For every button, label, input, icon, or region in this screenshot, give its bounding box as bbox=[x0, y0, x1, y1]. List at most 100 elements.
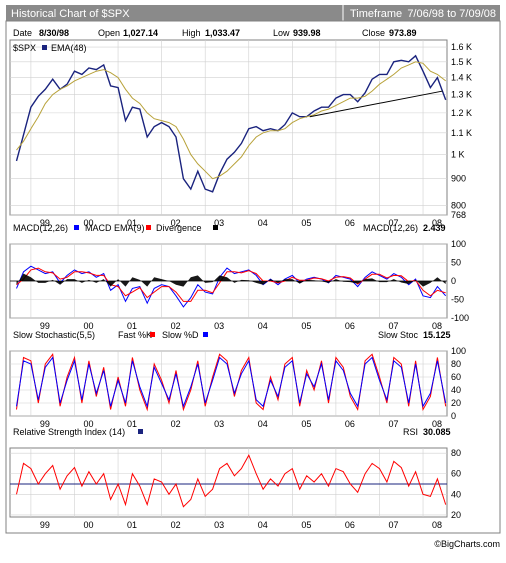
x-tick-label: 04 bbox=[258, 321, 268, 331]
panel-frame-4 bbox=[9, 447, 448, 518]
x-tick-label: 99 bbox=[40, 419, 50, 429]
y-tick-label: 0 bbox=[451, 411, 456, 421]
panel-frame-1 bbox=[9, 39, 448, 216]
x-tick-label: 08 bbox=[432, 321, 442, 331]
legend-rsi: Relative Strength Index (14) bbox=[13, 427, 125, 437]
x-tick-label: 08 bbox=[432, 218, 442, 228]
x-tick-label: 07 bbox=[388, 218, 398, 228]
x-tick-label: 01 bbox=[127, 419, 137, 429]
x-tick-label: 01 bbox=[127, 321, 137, 331]
x-tick-label: 06 bbox=[345, 520, 355, 530]
legend-spx: $SPX bbox=[13, 43, 36, 53]
price-trendline bbox=[309, 90, 443, 118]
y-tick-label: 1.3 K bbox=[451, 90, 472, 100]
legend-macd-ema: MACD EMA(9) bbox=[85, 223, 145, 233]
legend-swatch-macd bbox=[74, 225, 79, 230]
readout-label: RSI bbox=[403, 427, 418, 437]
readout-value: 30.085 bbox=[423, 427, 451, 437]
low-value: 939.98 bbox=[293, 28, 321, 38]
y-tick-label: 50 bbox=[451, 258, 461, 268]
x-tick-label: 03 bbox=[214, 419, 224, 429]
legend-swatch-macd-ema bbox=[146, 225, 151, 230]
x-tick-label: 05 bbox=[301, 321, 311, 331]
y-tick-label: 1.6 K bbox=[451, 42, 472, 52]
x-tick-label: 99 bbox=[40, 520, 50, 530]
y-tick-label: 768 bbox=[451, 210, 466, 220]
x-tick-label: 02 bbox=[171, 520, 181, 530]
x-tick-label: 02 bbox=[171, 419, 181, 429]
y-tick-label: 80 bbox=[451, 359, 461, 369]
x-tick-label: 01 bbox=[127, 520, 137, 530]
x-tick-label: 06 bbox=[345, 218, 355, 228]
x-tick-label: 08 bbox=[432, 520, 442, 530]
x-tick-label: 00 bbox=[83, 520, 93, 530]
close-value: 973.89 bbox=[389, 28, 417, 38]
x-tick-label: 00 bbox=[83, 321, 93, 331]
y-tick-label: -50 bbox=[451, 295, 464, 305]
legend-swatch-divergence bbox=[213, 225, 218, 230]
series-macd-12-26 bbox=[16, 265, 447, 308]
y-tick-label: -100 bbox=[451, 313, 469, 323]
legend-swatch-rsi bbox=[138, 429, 143, 434]
x-tick-label: 03 bbox=[214, 321, 224, 331]
x-tick-label: 06 bbox=[345, 419, 355, 429]
x-tick-label: 00 bbox=[83, 419, 93, 429]
timeframe-label: Timeframe bbox=[350, 8, 402, 20]
y-tick-label: 20 bbox=[451, 398, 461, 408]
y-tick-label: 100 bbox=[451, 239, 466, 249]
y-tick-label: 0 bbox=[451, 276, 456, 286]
x-tick-label: 03 bbox=[214, 218, 224, 228]
high-value: 1,033.47 bbox=[205, 28, 240, 38]
x-tick-label: 03 bbox=[214, 520, 224, 530]
readout-value: 15.125 bbox=[423, 330, 451, 340]
x-tick-label: 08 bbox=[432, 419, 442, 429]
x-tick-label: 07 bbox=[388, 321, 398, 331]
x-tick-label: 01 bbox=[127, 218, 137, 228]
legend-slow-d: Slow %D bbox=[162, 330, 199, 340]
x-tick-label: 04 bbox=[258, 218, 268, 228]
legend-swatch-spx bbox=[42, 45, 47, 50]
x-tick-label: 04 bbox=[258, 520, 268, 530]
x-tick-label: 05 bbox=[301, 218, 311, 228]
y-tick-label: 1.1 K bbox=[451, 128, 472, 138]
y-tick-label: 100 bbox=[451, 346, 466, 356]
y-tick-label: 900 bbox=[451, 174, 466, 184]
low-label: Low bbox=[273, 28, 290, 38]
readout-label: MACD(12,26) bbox=[363, 223, 418, 233]
date-label: Date bbox=[13, 28, 32, 38]
y-tick-label: 1.5 K bbox=[451, 57, 472, 67]
y-tick-label: 20 bbox=[451, 510, 461, 520]
series-rsi bbox=[16, 454, 447, 508]
legend-divergence: Divergence bbox=[156, 223, 202, 233]
series-macd-ema-9 bbox=[16, 267, 446, 302]
timeframe-value: 7/06/98 to 7/09/08 bbox=[407, 8, 496, 20]
y-tick-label: 1.2 K bbox=[451, 108, 472, 118]
readout-value: 2.439 bbox=[423, 223, 446, 233]
y-tick-label: 80 bbox=[451, 448, 461, 458]
x-tick-label: 07 bbox=[388, 520, 398, 530]
legend-slow-stoch: Slow Stochastic(5,5) bbox=[13, 330, 95, 340]
x-tick-label: 02 bbox=[171, 321, 181, 331]
y-tick-label: 60 bbox=[451, 372, 461, 382]
date-value: 8/30/98 bbox=[39, 28, 69, 38]
x-tick-label: 02 bbox=[171, 218, 181, 228]
outer-border bbox=[5, 20, 501, 534]
legend-macd: MACD(12,26) bbox=[13, 223, 68, 233]
x-tick-label: 05 bbox=[301, 419, 311, 429]
y-tick-label: 60 bbox=[451, 469, 461, 479]
legend-swatch-slow-d bbox=[203, 332, 208, 337]
y-tick-label: 40 bbox=[451, 489, 461, 499]
series-ema-48 bbox=[16, 61, 447, 180]
x-tick-label: 04 bbox=[258, 419, 268, 429]
close-label: Close bbox=[362, 28, 385, 38]
high-label: High bbox=[182, 28, 201, 38]
x-tick-label: 06 bbox=[345, 321, 355, 331]
y-tick-label: 40 bbox=[451, 385, 461, 395]
series-slow-d bbox=[16, 356, 447, 409]
x-tick-label: 05 bbox=[301, 520, 311, 530]
series-spx bbox=[15, 54, 447, 193]
legend-swatch-fast-k bbox=[150, 332, 155, 337]
x-tick-label: 99 bbox=[40, 321, 50, 331]
x-tick-label: 07 bbox=[388, 419, 398, 429]
